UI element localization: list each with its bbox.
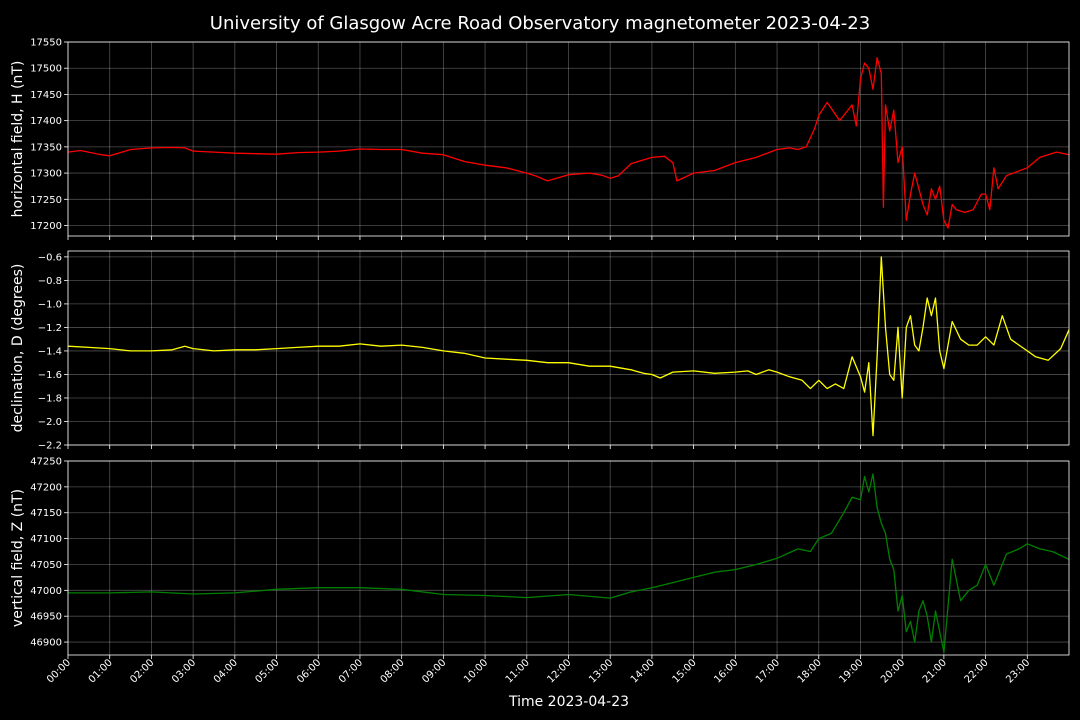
panel-H: 17200 17250 17300 17350 17400 17450 17500 17550… [10,38,1070,240]
x-tick-label: 19:00 [837,657,865,685]
x-tick-label: 01:00 [87,657,115,685]
y-tick-label: 17400 [30,116,62,127]
y-tick-label: −1.4 [38,346,62,357]
panel-D: −2.2 −2.0 −1.8 −1.6 −1.4 −1.2 −1.0 −0.8 −0.6 decl… [10,250,1070,452]
x-tick-label: 04:00 [212,657,240,685]
y-tick-label: 47050 [30,560,62,571]
x-tick-label: 07:00 [337,657,365,685]
y-tick-label: 47000 [30,586,62,597]
x-tick-label: 18:00 [796,657,824,685]
panel-frame [67,460,1070,656]
x-tick-label: 12:00 [545,657,573,685]
y-tick-label: 17550 [30,38,62,49]
y-tick-label: 17300 [30,169,62,180]
y-tick-label: 17350 [30,142,62,153]
y-tick-label: 47250 [30,457,62,468]
x-tick-label: 20:00 [879,657,907,685]
y-tick-label: −0.6 [38,252,62,263]
y-tick-label: 17200 [30,221,62,232]
y-tick-label: −2.0 [38,417,62,428]
x-tick-label: 17:00 [754,657,782,685]
panel-frame [67,250,1070,446]
y-tick-label: −1.6 [38,370,62,381]
x-tick-label: 13:00 [587,657,615,685]
x-tick-label: 15:00 [671,657,699,685]
panel-frame [67,41,1070,237]
x-tick-label: 03:00 [170,657,198,685]
x-tick-label: 08:00 [379,657,407,685]
y-tick-label: −1.2 [38,323,62,334]
y-tick-label: −2.2 [38,441,62,452]
y-tick-label: 47200 [30,482,62,493]
series-line-D [67,256,1070,437]
y-tick-label: 17450 [30,90,62,101]
x-tick-label: 06:00 [295,657,323,685]
x-tick-label: 02:00 [128,657,156,685]
x-tick-label: 14:00 [629,657,657,685]
x-axis-label: Time 2023-04-23 [508,694,629,710]
x-tick-label: 00:00 [45,657,73,685]
x-tick-label: 11:00 [504,657,532,685]
x-tick-label: 16:00 [712,657,740,685]
series-line-Z [68,473,1070,654]
y-axis-label: declination, D (degrees) [10,264,26,433]
x-tick-label: 05:00 [254,657,282,685]
y-axis-label: horizontal field, H (nT) [10,61,26,218]
x-tick-label: 22:00 [963,657,991,685]
y-tick-label: 17250 [30,195,62,206]
y-tick-label: 46900 [30,638,62,649]
y-tick-label: 47150 [30,508,62,519]
x-tick-label: 21:00 [921,657,949,685]
panel-Z: 46900 46950 47000 47050 47100 47150 47200 47250… [10,457,1070,659]
y-tick-label: 46950 [30,612,62,623]
x-tick-label: 23:00 [1004,657,1032,685]
y-tick-label: −0.8 [38,276,62,287]
y-tick-label: −1.8 [38,393,62,404]
chart-panels: 17200 17250 17300 17350 17400 17450 17500 17550… [10,38,1070,686]
x-tick-label: 09:00 [420,657,448,685]
chart-title: University of Glasgow Acre Road Observat… [210,13,870,34]
y-tick-label: −1.0 [38,299,62,310]
y-tick-label: 17500 [30,64,62,75]
x-tick-label: 10:00 [462,657,490,685]
series-line-H [67,57,1070,229]
y-axis-label: vertical field, Z (nT) [10,489,26,627]
y-tick-label: 47100 [30,534,62,545]
